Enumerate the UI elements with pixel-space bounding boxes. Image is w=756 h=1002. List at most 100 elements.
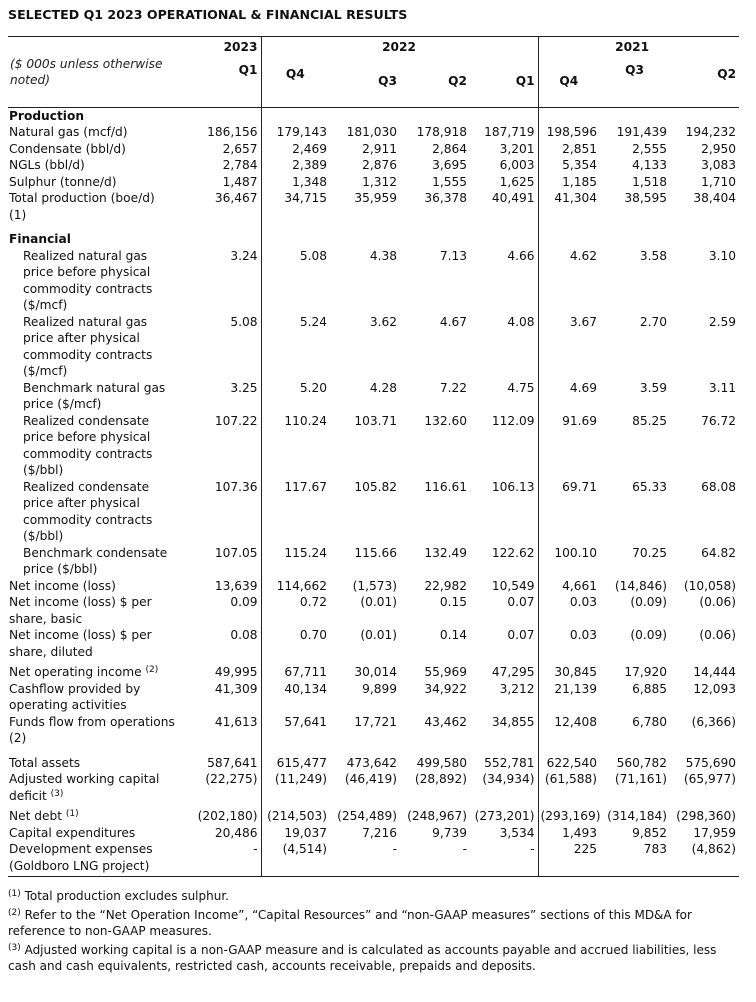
value-cell: 70.25 <box>632 545 668 560</box>
row-label-text: Realized condensate price before physica… <box>23 413 153 478</box>
value-cell: 3.10 <box>708 248 737 263</box>
footnote-text: Refer to the “Net Operation Income”, “Ca… <box>8 908 692 938</box>
row-label-text: Financial <box>9 232 71 246</box>
value-cell: 7.13 <box>439 248 467 263</box>
table-row: NGLs (bbl/d) 2,784 2,389 2,876 3,695 6,003 5,3… <box>8 157 739 174</box>
row-label: Cashflow provided by operating activitie… <box>8 681 192 714</box>
value-cell: (214,503) <box>260 804 330 825</box>
value-cell: 49,995 <box>214 665 258 679</box>
value-cell: 13,639 <box>214 578 258 593</box>
value-cell: 4.67 <box>439 314 467 329</box>
row-label: Benchmark condensate price ($/bbl) <box>8 545 192 578</box>
value-cell: 194,232 <box>685 125 737 139</box>
value-cell: 22,982 <box>424 578 467 593</box>
value-cell: 4.28 <box>369 380 397 395</box>
footnote-text: Total production excludes sulphur. <box>20 889 229 903</box>
value-cell: 110.24 <box>260 412 330 479</box>
footnote-ref: (2) <box>145 665 159 675</box>
value-cell: 76.72 <box>701 413 737 428</box>
value-cell: 117.67 <box>260 478 330 545</box>
value-cell: 3.62 <box>369 314 397 329</box>
value-cell <box>470 223 538 248</box>
value-cell: 34,855 <box>491 714 535 729</box>
table-row: Realized natural gas price after physica… <box>8 313 739 380</box>
row-label: Realized natural gas price before physic… <box>8 248 192 314</box>
value-cell: 3.11 <box>708 380 737 395</box>
table-row: Net debt (1) (202,180) (214,503) (254,489) (… <box>8 804 739 825</box>
value-cell: 2,911 <box>362 141 397 156</box>
value-cell: 9,899 <box>362 681 397 696</box>
value-cell: 587,641 <box>207 755 258 770</box>
table-row: Net income (loss) $ per share, basic 0.09… <box>8 594 739 627</box>
value-cell <box>260 107 330 124</box>
value-cell <box>400 107 470 124</box>
table-row: Sulphur (tonne/d) 1,487 1,348 1,312 1,555 1,6… <box>8 173 739 190</box>
footnote-ref: (1) <box>65 809 79 819</box>
value-cell <box>470 107 538 124</box>
year-2022: 2022 <box>260 36 539 56</box>
value-cell: 57,641 <box>260 713 330 747</box>
value-cell <box>192 223 261 248</box>
row-label: Development expenses (Goldboro LNG proje… <box>8 841 192 877</box>
row-label: Total production (boe/d) (1) <box>8 190 192 223</box>
value-cell: (61,588) <box>537 771 601 804</box>
value-cell: 4.62 <box>537 247 601 314</box>
value-cell: 69.71 <box>537 478 601 545</box>
value-cell: 178,918 <box>416 125 467 139</box>
value-cell: 1,487 <box>222 174 258 189</box>
value-cell: (65,977) <box>683 772 737 786</box>
value-cell <box>400 223 470 248</box>
value-cell: 560,782 <box>616 755 668 770</box>
value-cell: 615,477 <box>260 746 330 771</box>
value-cell: 107.36 <box>214 479 258 494</box>
value-cell: 2,389 <box>260 157 330 174</box>
value-cell: (0.09) <box>630 628 668 642</box>
quarter-header: Q3 <box>600 55 671 108</box>
row-label-text: Net income (loss) $ per share, basic <box>9 595 152 626</box>
year-header-row: 2023 2022 2021 <box>8 36 740 56</box>
value-cell: 85.25 <box>632 413 668 428</box>
value-cell: (0.01) <box>360 628 397 642</box>
value-cell: - <box>192 841 261 877</box>
value-cell: 36,467 <box>214 191 258 205</box>
section-header-row: Financial <box>8 223 739 248</box>
value-cell <box>600 107 670 124</box>
section-header-row: Production <box>8 107 739 124</box>
value-cell <box>670 223 739 248</box>
value-cell: 2,950 <box>701 141 737 156</box>
row-label: Production <box>8 107 192 124</box>
footnote-mark: (3) <box>8 943 21 953</box>
value-cell: 34,715 <box>260 190 330 223</box>
value-cell: 115.66 <box>354 545 397 560</box>
quarter-header: Q1 <box>470 55 539 108</box>
row-label-text: Development expenses (Goldboro LNG proje… <box>9 842 153 873</box>
table-row: Realized condensate price after physical… <box>8 478 739 545</box>
row-label-text: Benchmark natural gas price ($/mcf) <box>23 380 166 412</box>
value-cell: 5.08 <box>260 247 330 314</box>
value-cell: 0.72 <box>260 594 330 627</box>
value-cell: 1,518 <box>632 174 668 189</box>
row-label: Net operating income (2) <box>8 660 192 681</box>
value-cell: 36,378 <box>424 191 467 205</box>
value-cell: 114,662 <box>260 577 330 594</box>
value-cell: - <box>330 841 400 877</box>
table-row: Net operating income (2) 49,995 67,711 30,0… <box>8 660 739 681</box>
footnote: (2) Refer to the “Net Operation Income”,… <box>8 907 743 939</box>
value-cell: 4.66 <box>507 248 535 263</box>
quarter-header: Q2 <box>670 55 740 108</box>
value-cell: (0.06) <box>699 595 737 609</box>
value-cell: 4.08 <box>507 314 535 329</box>
value-cell: 12,408 <box>537 713 601 747</box>
value-cell: 2,555 <box>632 141 668 156</box>
value-cell: 115.24 <box>260 544 330 578</box>
row-label-text: Realized natural gas price before physic… <box>23 248 153 313</box>
value-cell: 4,661 <box>537 577 601 594</box>
row-label: Condensate (bbl/d) <box>8 141 192 158</box>
value-cell: 5,354 <box>537 157 601 174</box>
value-cell: 0.03 <box>537 627 601 660</box>
value-cell: 2,876 <box>362 158 397 172</box>
value-cell: (293,169) <box>537 804 600 825</box>
row-label-text: Realized condensate price after physical… <box>23 479 153 544</box>
value-cell: 552,781 <box>484 755 535 770</box>
table-row: Development expenses (Goldboro LNG proje… <box>8 841 740 877</box>
